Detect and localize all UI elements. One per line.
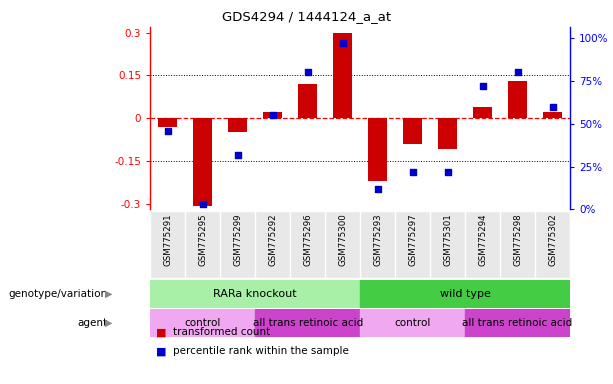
- Bar: [150, 309, 255, 337]
- Bar: [508, 81, 527, 118]
- Bar: [193, 118, 212, 207]
- Text: GSM775302: GSM775302: [548, 213, 557, 266]
- Point: [547, 104, 557, 110]
- Text: GSM775295: GSM775295: [198, 213, 207, 266]
- Bar: [263, 113, 282, 118]
- Text: ■: ■: [156, 327, 167, 337]
- Text: control: control: [394, 318, 431, 328]
- Bar: [473, 107, 492, 118]
- Text: ▶: ▶: [105, 318, 112, 328]
- Text: GSM775292: GSM775292: [268, 213, 277, 266]
- Point: [268, 112, 278, 118]
- Bar: [543, 113, 562, 118]
- Bar: [255, 309, 360, 337]
- Text: all trans retinoic acid: all trans retinoic acid: [253, 318, 363, 328]
- Text: GSM775296: GSM775296: [303, 213, 312, 266]
- Point: [338, 40, 348, 46]
- Text: GSM775300: GSM775300: [338, 213, 347, 266]
- Text: all trans retinoic acid: all trans retinoic acid: [462, 318, 573, 328]
- Text: wild type: wild type: [440, 289, 490, 299]
- Text: ■: ■: [156, 346, 167, 356]
- Bar: [403, 118, 422, 144]
- Text: agent: agent: [77, 318, 107, 328]
- Text: control: control: [185, 318, 221, 328]
- Bar: [158, 118, 177, 127]
- Text: GSM775294: GSM775294: [478, 213, 487, 266]
- Point: [198, 201, 208, 207]
- Point: [373, 186, 383, 192]
- Point: [443, 169, 452, 175]
- Bar: [438, 118, 457, 149]
- Text: GSM775297: GSM775297: [408, 213, 417, 266]
- Bar: [360, 309, 465, 337]
- Bar: [360, 280, 570, 308]
- Point: [512, 70, 522, 76]
- Text: GSM775299: GSM775299: [233, 213, 242, 266]
- Bar: [228, 118, 247, 132]
- Text: ▶: ▶: [105, 289, 112, 299]
- Text: GDS4294 / 1444124_a_at: GDS4294 / 1444124_a_at: [222, 10, 391, 23]
- Bar: [333, 33, 352, 118]
- Text: GSM775301: GSM775301: [443, 213, 452, 266]
- Text: GSM775298: GSM775298: [513, 213, 522, 266]
- Bar: [150, 280, 360, 308]
- Text: GSM775291: GSM775291: [163, 213, 172, 266]
- Point: [478, 83, 487, 89]
- Text: transformed count: transformed count: [173, 327, 271, 337]
- Point: [163, 127, 173, 134]
- Point: [303, 70, 313, 76]
- Text: GSM775293: GSM775293: [373, 213, 382, 266]
- Point: [408, 169, 417, 175]
- Text: RARa knockout: RARa knockout: [213, 289, 297, 299]
- Text: percentile rank within the sample: percentile rank within the sample: [173, 346, 349, 356]
- Text: genotype/variation: genotype/variation: [8, 289, 107, 299]
- Point: [233, 151, 243, 157]
- Bar: [298, 84, 318, 118]
- Bar: [368, 118, 387, 181]
- Bar: [465, 309, 570, 337]
